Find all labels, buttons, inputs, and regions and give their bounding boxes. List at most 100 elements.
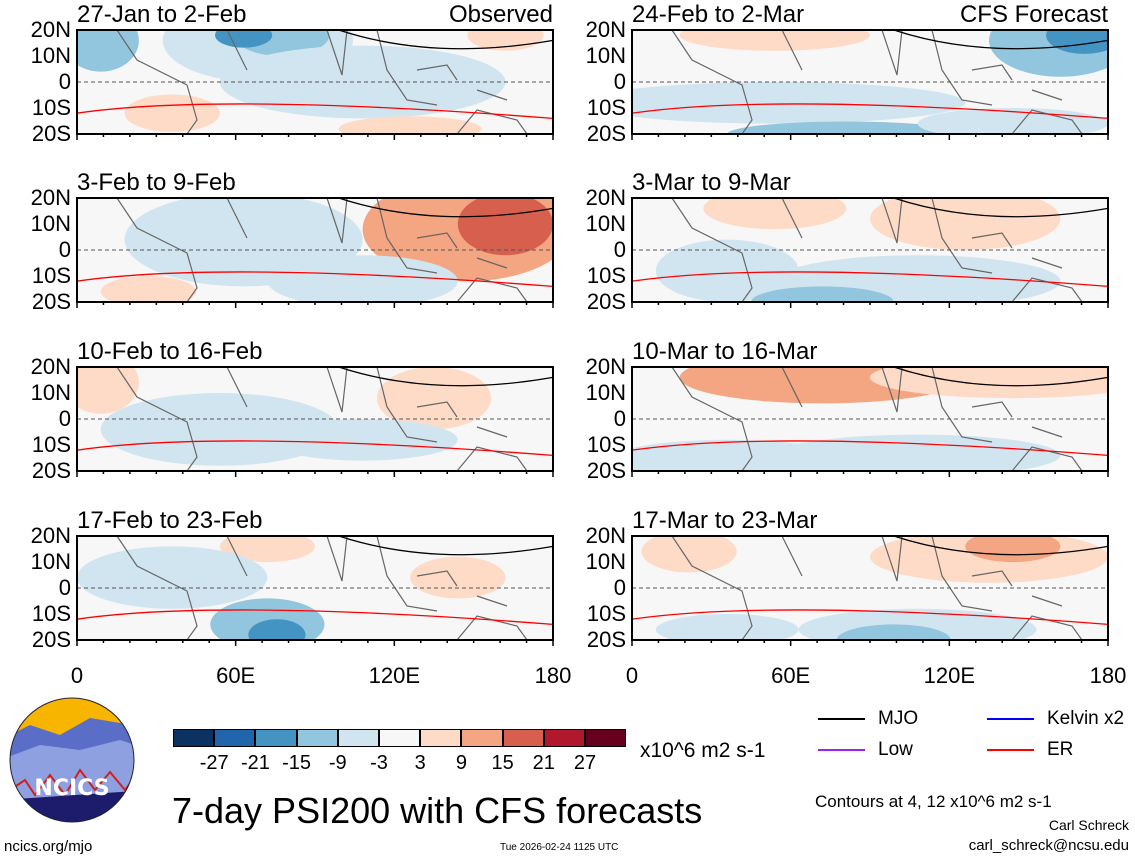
legend-line <box>987 718 1034 720</box>
lat-tick: 20N <box>585 354 626 379</box>
lat-tick: 10S <box>31 95 71 120</box>
lon-tick: 180 <box>534 663 572 688</box>
panel-period: 17-Mar to 23-Mar <box>632 507 818 534</box>
anomaly-region <box>655 614 799 640</box>
colorbar-swatch <box>420 729 462 747</box>
anomaly-region <box>836 624 951 640</box>
mjo-contour <box>338 367 553 387</box>
er-contour <box>77 440 553 457</box>
anomaly-region <box>641 536 737 573</box>
anomaly-region <box>457 198 553 256</box>
anomaly-region <box>410 556 506 599</box>
map-panel <box>632 30 1108 134</box>
lat-tick: 20N <box>585 185 626 210</box>
colorbar-label: 15 <box>491 752 514 774</box>
lat-tick: 10N <box>585 211 626 236</box>
lon-tick: 60E <box>771 663 811 688</box>
anomaly-region <box>751 286 894 302</box>
email: carl_schreck@ncsu.edu <box>968 837 1129 854</box>
lat-tick: 0 <box>58 406 71 431</box>
anomaly-region <box>965 536 1061 562</box>
legend-label: MJO <box>878 708 919 729</box>
colorbar-label: -3 <box>370 752 388 774</box>
lon-tick: 180 <box>1089 663 1127 688</box>
legend-label: Low <box>878 739 913 760</box>
coastline <box>671 198 1083 302</box>
timestamp: Tue 2026-02-24 1125 UTC <box>500 842 619 853</box>
anomaly-region <box>467 30 544 51</box>
anomaly-region <box>1046 30 1108 54</box>
lat-tick: 0 <box>58 575 71 600</box>
anomaly-region <box>219 536 315 562</box>
panel-period: 10-Feb to 16-Feb <box>77 338 263 365</box>
anomaly-region <box>338 116 482 134</box>
legend-label: ER <box>1047 739 1074 760</box>
lat-tick: 10S <box>586 263 626 288</box>
coastline <box>116 30 528 134</box>
anomaly-region <box>870 198 1061 250</box>
lat-tick: 20S <box>31 458 71 483</box>
lat-tick: 0 <box>58 69 71 94</box>
mjo-contour <box>893 536 1108 556</box>
lon-tick: 60E <box>216 663 256 688</box>
anomaly-region <box>100 276 196 302</box>
panel-period: 24-Feb to 2-Mar <box>632 1 805 28</box>
panel-kind: CFS Forecast <box>959 1 1108 28</box>
coastline <box>671 367 1083 471</box>
lat-tick: 10S <box>586 432 626 457</box>
legend-line <box>987 749 1034 751</box>
lat-tick: 10N <box>30 380 71 405</box>
map-panel <box>632 536 1108 640</box>
coastline <box>671 30 1083 134</box>
lat-tick: 10N <box>30 43 71 68</box>
anomaly-region <box>77 546 268 609</box>
lat-tick: 20N <box>30 523 71 548</box>
lon-tick: 0 <box>625 663 639 688</box>
panel-period: 17-Feb to 23-Feb <box>77 507 263 534</box>
colorbar-swatch <box>214 729 256 747</box>
mjo-contour <box>338 30 553 50</box>
map-panel <box>632 198 1108 302</box>
lat-tick: 10S <box>31 263 71 288</box>
lat-tick: 10S <box>31 432 71 457</box>
anomaly-region <box>655 239 799 302</box>
mjo-contour <box>338 198 553 218</box>
anomaly-region <box>77 367 139 414</box>
map-panel <box>77 536 553 640</box>
er-contour <box>77 609 553 626</box>
legend-line <box>818 718 865 720</box>
lat-tick: 10N <box>585 549 626 574</box>
coastline <box>671 536 1083 640</box>
colorbar-label: 21 <box>532 752 555 774</box>
panel-period: 10-Mar to 16-Mar <box>632 338 818 365</box>
er-contour <box>77 103 553 120</box>
colorbar-swatch <box>296 729 338 747</box>
lat-tick: 0 <box>58 237 71 262</box>
lat-tick: 20S <box>586 627 626 652</box>
mjo-contour <box>893 198 1108 218</box>
lat-tick: 0 <box>613 237 626 262</box>
colorbar-units: x10^6 m2 s-1 <box>640 739 766 762</box>
lat-tick: 0 <box>613 69 626 94</box>
anomaly-region <box>124 94 220 132</box>
site-link[interactable]: ncics.org/mjo <box>4 838 93 855</box>
colorbar-label: 27 <box>573 752 597 774</box>
anomaly-region <box>267 419 458 461</box>
lat-tick: 10S <box>586 601 626 626</box>
map-panel <box>632 367 1108 471</box>
coastline <box>116 536 528 640</box>
anomaly-region <box>727 121 966 134</box>
colorbar-swatch <box>502 729 544 747</box>
colorbar-swatch <box>255 729 297 747</box>
lat-tick: 20S <box>31 627 71 652</box>
mjo-contour <box>893 367 1108 387</box>
contours-note: Contours at 4, 12 x10^6 m2 s-1 <box>815 792 1052 811</box>
anomaly-region <box>219 45 506 119</box>
lat-tick: 10N <box>30 211 71 236</box>
colorbar-swatch <box>543 729 585 747</box>
figure-title: 7-day PSI200 with CFS forecasts <box>172 790 703 831</box>
lat-tick: 20N <box>585 17 626 42</box>
lat-tick: 20S <box>586 289 626 314</box>
anomaly-region <box>267 255 458 302</box>
